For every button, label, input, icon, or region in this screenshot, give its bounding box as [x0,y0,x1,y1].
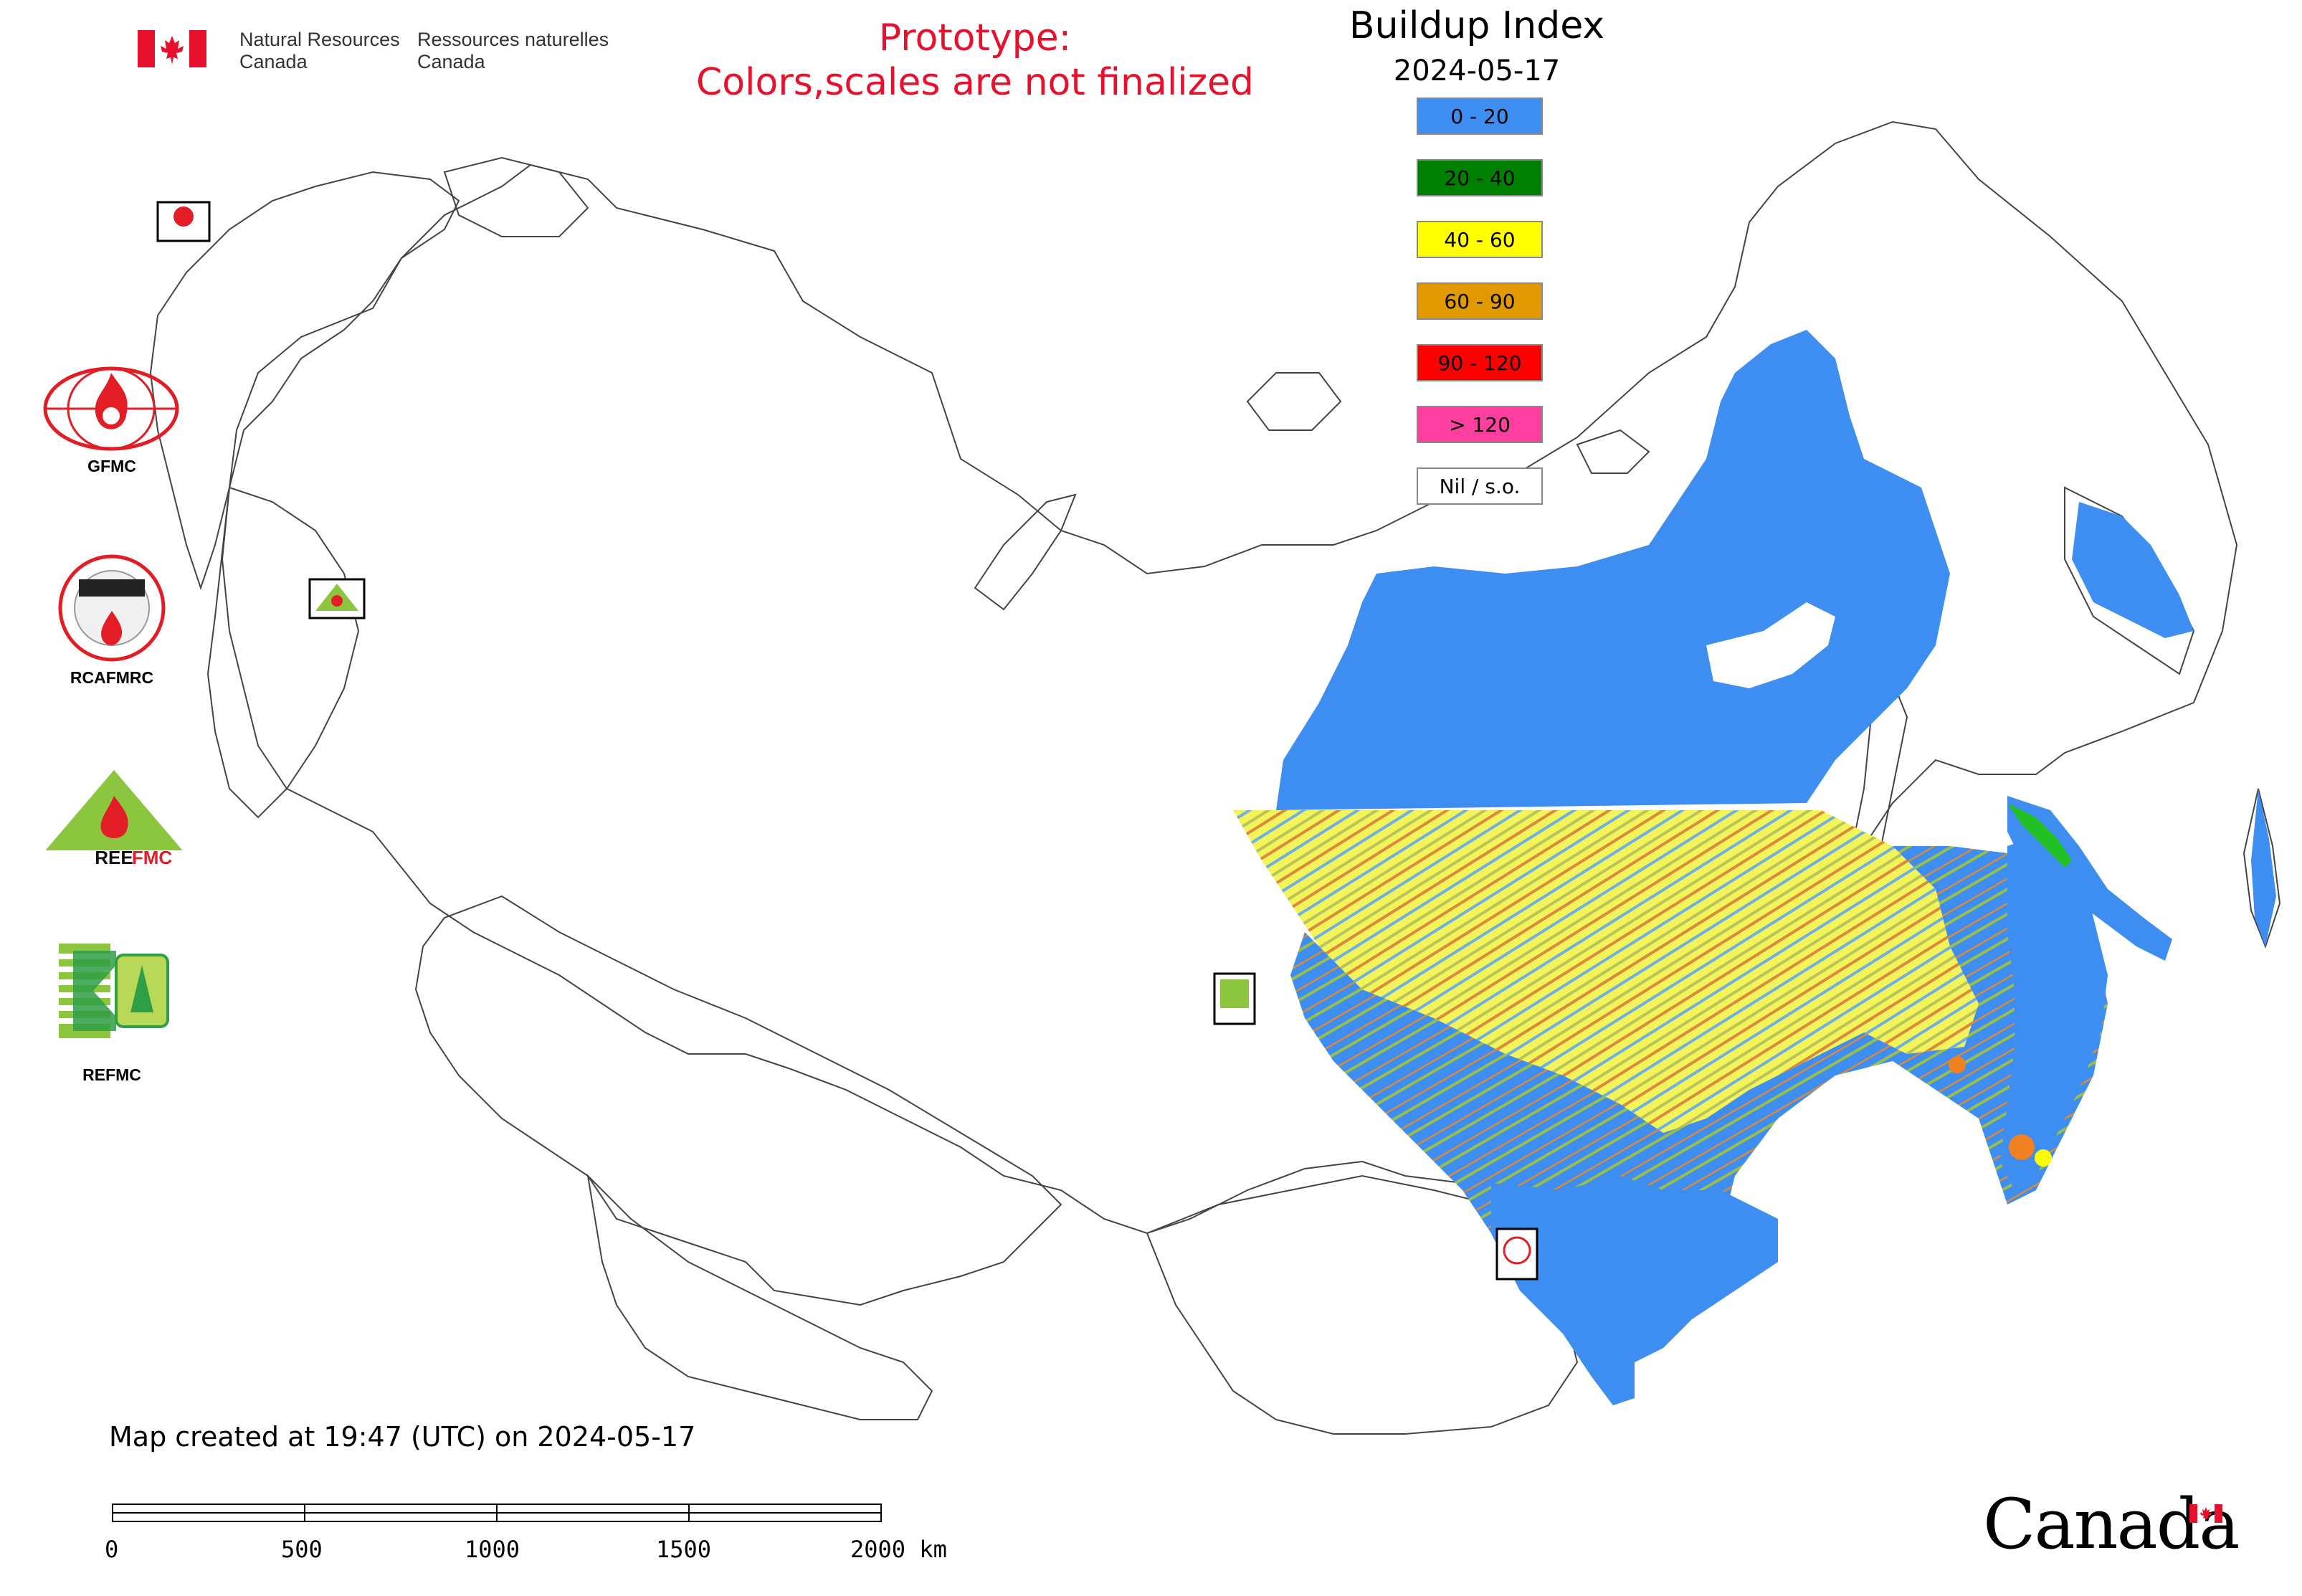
legend-item-label: 0 - 20 [1450,104,1509,128]
data-region-sakhalin-green [2007,803,2072,868]
prototype-note: Prototype: Colors,scales are not finaliz… [631,16,1319,105]
data-region-south [1290,846,2108,1405]
dept-name-fr-line2: Canada [417,51,485,72]
map-created-timestamp: Map created at 19:47 (UTC) on 2024-05-17 [109,1421,696,1453]
data-region-japan [2251,789,2276,946]
legend-item-label: 90 - 120 [1437,351,1522,375]
scale-tick-500: 500 [281,1536,323,1563]
new-siberian-islands-outline [1576,429,1650,474]
novaya-zemlya-outline [974,493,1077,611]
mongolia-outline [1146,1174,1579,1435]
kazakhstan-outline [414,895,1062,1306]
data-region-southeast [1491,1176,1778,1405]
legend-title: Buildup Index [1349,4,1605,47]
dept-name-fr-line1: Ressources naturelles [417,29,609,50]
russia-outline [221,120,2238,1235]
legend-item-label: Nil / s.o. [1439,474,1521,498]
legend-item: 20 - 40 [1417,159,1543,196]
scandinavia-outline [149,171,460,591]
legend-item-label: > 120 [1449,412,1511,437]
gfmc-label: GFMC [87,457,136,475]
legend-item: > 120 [1417,406,1543,443]
scale-tick-1000: 1000 [465,1536,520,1563]
dept-name-en-line1: Natural Resources [239,29,400,50]
prototype-note-line2: Colors,scales are not finalized [695,61,1255,104]
dept-name-en-line2: Canada [239,51,308,72]
europe-west-outline [206,486,360,819]
legend-item: Nil / s.o. [1417,467,1543,505]
central-asia-outline [586,1174,933,1420]
dept-name-en: Natural Resources Canada [239,29,400,73]
refmc-label: REFMC [82,1065,141,1084]
lake-cutout [1706,602,1835,688]
data-region-kamchatka [2072,502,2194,638]
legend-item: 0 - 20 [1417,98,1543,135]
prototype-note-line1: Prototype: [878,16,1072,60]
legend-item: 90 - 120 [1417,344,1543,381]
svg-text:FMC: FMC [132,847,173,868]
legend-item-label: 40 - 60 [1444,227,1516,252]
rcafmrc-logo-icon [58,554,166,662]
legend-date: 2024-05-17 [1393,54,1561,87]
legend-item: 60 - 90 [1417,282,1543,320]
rcafmrc-label: RCAFMRC [70,668,154,687]
data-region-north [1276,330,1950,810]
legend-item: 40 - 60 [1417,221,1543,258]
gfmc-logo-icon [43,366,179,451]
legend-item-label: 20 - 40 [1444,166,1516,190]
hotspot-orange-2 [1949,1056,1966,1073]
hotspot-orange [2009,1134,2035,1160]
map-markers [156,201,1538,1281]
buildup-index-raster [1233,330,2276,1405]
kola-outline [443,156,589,237]
data-band-striped [1233,810,1979,1133]
taymyr-islands-outline [1246,372,1342,431]
reefmc-logo-icon: REE FMC [40,770,188,868]
refmc-logo-icon [59,944,169,1038]
canada-wordmark: Canada [1983,1484,2240,1564]
scale-tick-1500: 1500 [656,1536,712,1563]
country-boundaries [149,120,2281,1435]
scale-bar [112,1504,882,1522]
legend-item-label: 60 - 90 [1444,289,1516,313]
dept-name-fr: Ressources naturelles Canada [417,29,609,73]
hotspot-yellow [2035,1149,2052,1167]
scale-tick-0: 0 [105,1536,119,1563]
canada-flag-icon [138,30,206,67]
scale-tick-2000: 2000 km [850,1536,947,1563]
data-region-coast [2000,832,2108,1190]
svg-text:REE: REE [95,847,133,868]
canada-wordmark-flag-icon [2189,1504,2222,1523]
